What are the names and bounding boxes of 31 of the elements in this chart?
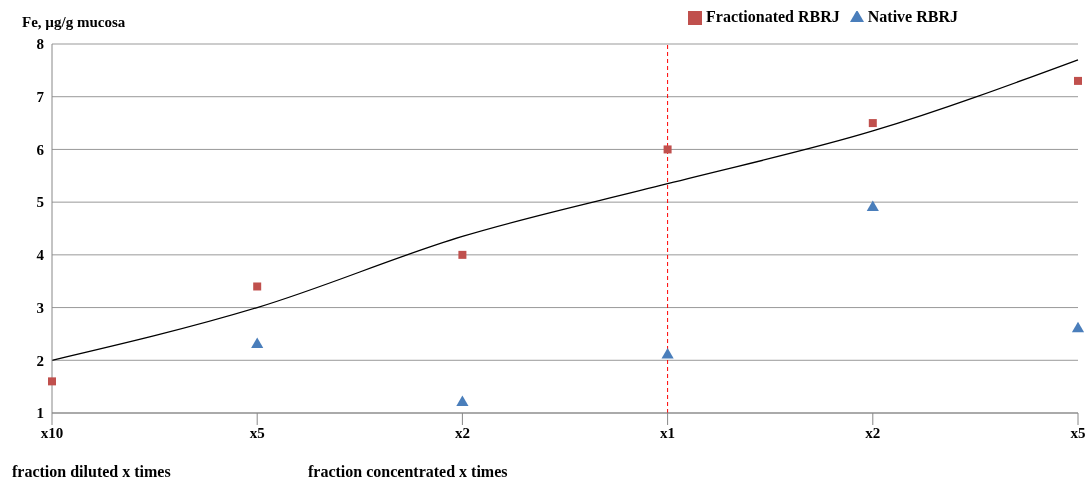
y-axis-title: Fe, µg/g mucosa bbox=[22, 14, 126, 31]
text: fraction concentrated x times bbox=[308, 463, 508, 481]
text: fraction diluted x times bbox=[12, 463, 171, 481]
point bbox=[866, 200, 879, 211]
y-tick-label: 4 bbox=[36, 247, 45, 264]
y-tick-label: 2 bbox=[36, 352, 44, 369]
point bbox=[1074, 76, 1082, 85]
point bbox=[1071, 321, 1085, 333]
y-tick-label: 7 bbox=[36, 89, 45, 106]
y-tick-label: 8 bbox=[36, 36, 44, 53]
point bbox=[48, 377, 56, 386]
legend-label: Fractionated RBRJ bbox=[706, 8, 840, 25]
y-tick-label: 5 bbox=[36, 194, 44, 211]
x-tick-label: x5 bbox=[249, 424, 265, 441]
point bbox=[456, 395, 469, 406]
x-tick-label: x5 bbox=[1070, 424, 1086, 441]
legend-label: Native RBRJ bbox=[867, 8, 958, 25]
point bbox=[251, 337, 264, 348]
x-tick-label: x2 bbox=[454, 424, 470, 441]
point bbox=[661, 348, 674, 359]
point bbox=[868, 119, 877, 128]
point bbox=[458, 250, 467, 259]
x-tick-label: x1 bbox=[660, 424, 676, 441]
x-tick-label: x10 bbox=[40, 424, 64, 441]
y-tick-label: 6 bbox=[36, 141, 45, 158]
point bbox=[663, 145, 672, 154]
y-tick-label: 3 bbox=[36, 299, 44, 316]
point bbox=[253, 282, 262, 291]
line-series bbox=[51, 59, 1079, 361]
y-tick-label: 1 bbox=[36, 405, 44, 422]
x-tick-label: x2 bbox=[865, 424, 881, 441]
